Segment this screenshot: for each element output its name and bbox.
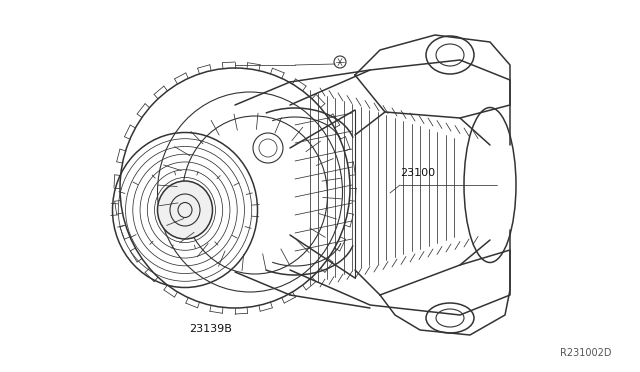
Text: 23100: 23100 <box>400 168 435 178</box>
Ellipse shape <box>157 181 212 239</box>
Text: R231002D: R231002D <box>560 348 611 358</box>
Text: 23139B: 23139B <box>189 324 232 334</box>
